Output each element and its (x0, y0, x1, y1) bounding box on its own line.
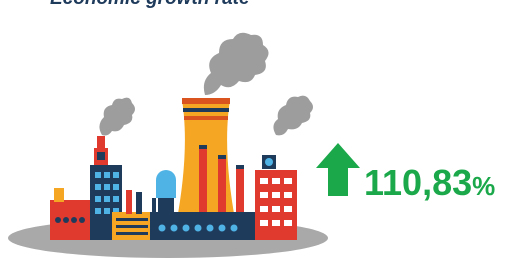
factory-illustration (0, 0, 525, 259)
title: Economic growth rate (50, 0, 250, 10)
page: {"title": "Economic growth rate", "growt… (0, 0, 525, 259)
growth-unit: % (472, 171, 495, 201)
growth-value: 110,83 (364, 162, 472, 203)
growth-rate: 110,83% (364, 162, 495, 204)
